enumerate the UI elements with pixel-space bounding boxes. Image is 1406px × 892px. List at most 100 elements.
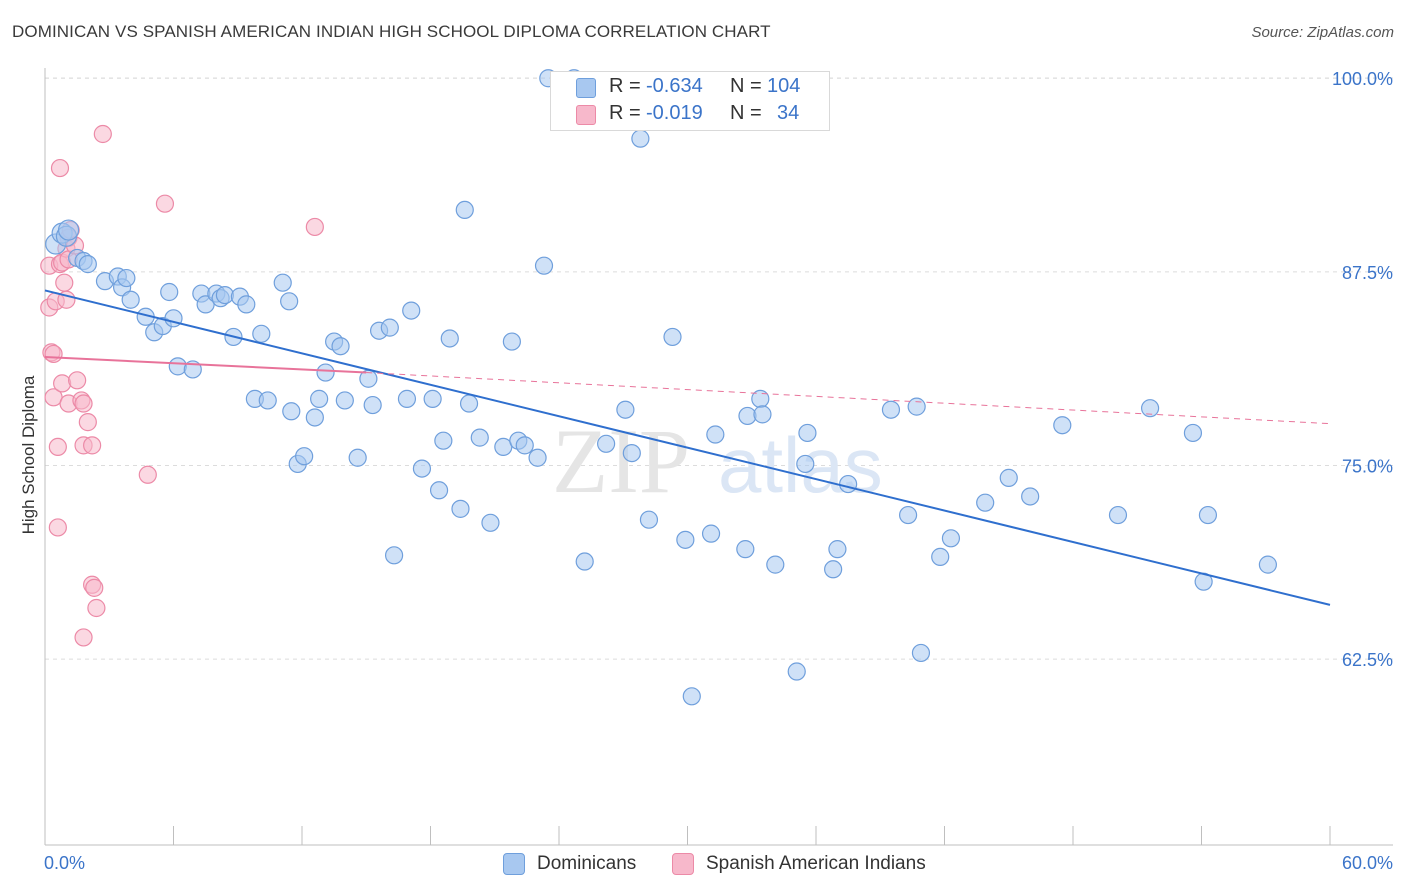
point-dominicans — [459, 394, 479, 413]
legend-swatch-spanish-american-indians — [672, 853, 694, 875]
legend-r-value: -0.634 — [646, 75, 703, 97]
legend-r-label: R = — [609, 102, 641, 124]
y-axis-label: High School Diploma — [19, 375, 38, 534]
point-dominicans — [907, 397, 926, 416]
point-dominicans — [412, 459, 432, 478]
point-dominicans — [57, 219, 80, 241]
point-dominicans — [1183, 423, 1203, 443]
point-dominicans — [1140, 399, 1160, 418]
legend-swatch-dominicans — [503, 853, 525, 875]
point-dominicans — [663, 327, 682, 347]
point-dominicans — [121, 290, 140, 309]
point-dominicans — [631, 129, 650, 148]
point-dominicans — [528, 448, 547, 467]
legend-swatch-spanish-american-indians — [576, 105, 596, 125]
point-spanish-american-indians — [55, 273, 74, 292]
legend-label-dominicans: Dominicans — [537, 853, 637, 874]
point-dominicans — [701, 524, 721, 543]
point-dominicans — [440, 329, 459, 348]
y-tick-label: 75.0% — [1342, 456, 1393, 476]
axes — [44, 68, 1393, 846]
legend-label-spanish-american-indians: Spanish American Indians — [706, 853, 926, 874]
chart-title: DOMINICAN VS SPANISH AMERICAN INDIAN HIG… — [12, 22, 771, 41]
point-dominicans — [252, 324, 271, 343]
correlation-legend: R = -0.634 N = 104 R = -0.019 N = 34 — [550, 71, 830, 131]
point-dominicans — [258, 391, 277, 410]
point-dominicans — [1108, 505, 1128, 525]
point-spanish-american-indians — [138, 465, 157, 484]
point-dominicans — [911, 643, 931, 663]
point-spanish-american-indians — [48, 437, 67, 457]
point-dominicans — [796, 454, 815, 474]
point-dominicans — [470, 428, 489, 447]
point-dominicans — [787, 662, 806, 681]
legend-n-label: N = — [730, 75, 762, 97]
point-dominicans — [575, 552, 594, 571]
point-dominicans — [999, 468, 1018, 487]
legend-swatch-dominicans — [576, 78, 596, 98]
point-dominicans — [738, 406, 757, 426]
point-dominicans — [117, 268, 136, 288]
point-spanish-american-indians — [83, 436, 102, 455]
point-dominicans — [828, 540, 847, 559]
point-dominicans — [534, 256, 554, 275]
point-dominicans — [736, 540, 755, 559]
point-spanish-american-indians — [44, 344, 63, 364]
point-dominicans — [316, 363, 335, 382]
point-spanish-american-indians — [87, 598, 106, 618]
point-dominicans — [434, 431, 453, 450]
series-spanish-american-indians — [40, 124, 324, 647]
point-dominicans — [941, 529, 961, 548]
point-dominicans — [380, 318, 399, 337]
point-spanish-american-indians — [155, 194, 175, 213]
x-tick-label-min: 0.0% — [44, 853, 85, 873]
point-dominicans — [622, 443, 641, 463]
point-dominicans — [1198, 505, 1218, 525]
point-spanish-american-indians — [85, 578, 104, 597]
series-legend: Dominicans Spanish American Indians — [0, 851, 1406, 879]
point-dominicans — [455, 200, 474, 220]
point-spanish-american-indians — [50, 158, 70, 178]
trend-line-spanish-american-indians-extension — [366, 372, 1331, 425]
point-dominicans — [168, 357, 187, 376]
y-tick-label: 87.5% — [1342, 263, 1393, 283]
point-dominicans — [273, 273, 292, 292]
point-dominicans — [931, 547, 950, 566]
point-dominicans — [682, 687, 701, 706]
point-dominicans — [1258, 555, 1277, 574]
point-dominicans — [798, 423, 817, 443]
point-dominicans — [753, 405, 772, 424]
legend-item-spanish-american-indians: Spanish American Indians — [672, 853, 926, 875]
y-tick-label: 100.0% — [1332, 69, 1393, 89]
point-spanish-american-indians — [78, 413, 97, 432]
point-dominicans — [215, 285, 234, 305]
point-dominicans — [402, 301, 421, 320]
point-dominicans — [676, 530, 695, 549]
x-tick-label-max: 60.0% — [1342, 853, 1393, 873]
point-dominicans — [429, 481, 449, 500]
point-dominicans — [706, 425, 725, 444]
legend-r-value: -0.019 — [646, 102, 703, 124]
trend-lines — [44, 289, 1331, 606]
legend-item-dominicans: Dominicans — [503, 853, 636, 875]
point-dominicans — [502, 332, 521, 351]
point-spanish-american-indians — [68, 371, 87, 390]
trend-line-dominicans — [44, 289, 1331, 606]
point-dominicans — [597, 434, 616, 453]
point-dominicans — [839, 474, 858, 494]
point-spanish-american-indians — [93, 124, 112, 144]
point-spanish-american-indians — [48, 518, 67, 537]
grid-lines — [45, 77, 1393, 660]
point-dominicans — [295, 447, 314, 466]
point-dominicans — [881, 400, 901, 419]
point-spanish-american-indians — [305, 217, 324, 237]
legend-n-value: 34 — [777, 102, 800, 124]
point-dominicans — [397, 389, 417, 408]
point-dominicans — [160, 282, 179, 302]
point-dominicans — [335, 391, 354, 410]
point-dominicans — [348, 448, 367, 467]
y-tick-label: 62.5% — [1342, 650, 1393, 670]
point-spanish-american-indians — [53, 374, 72, 393]
point-dominicans — [363, 395, 382, 415]
